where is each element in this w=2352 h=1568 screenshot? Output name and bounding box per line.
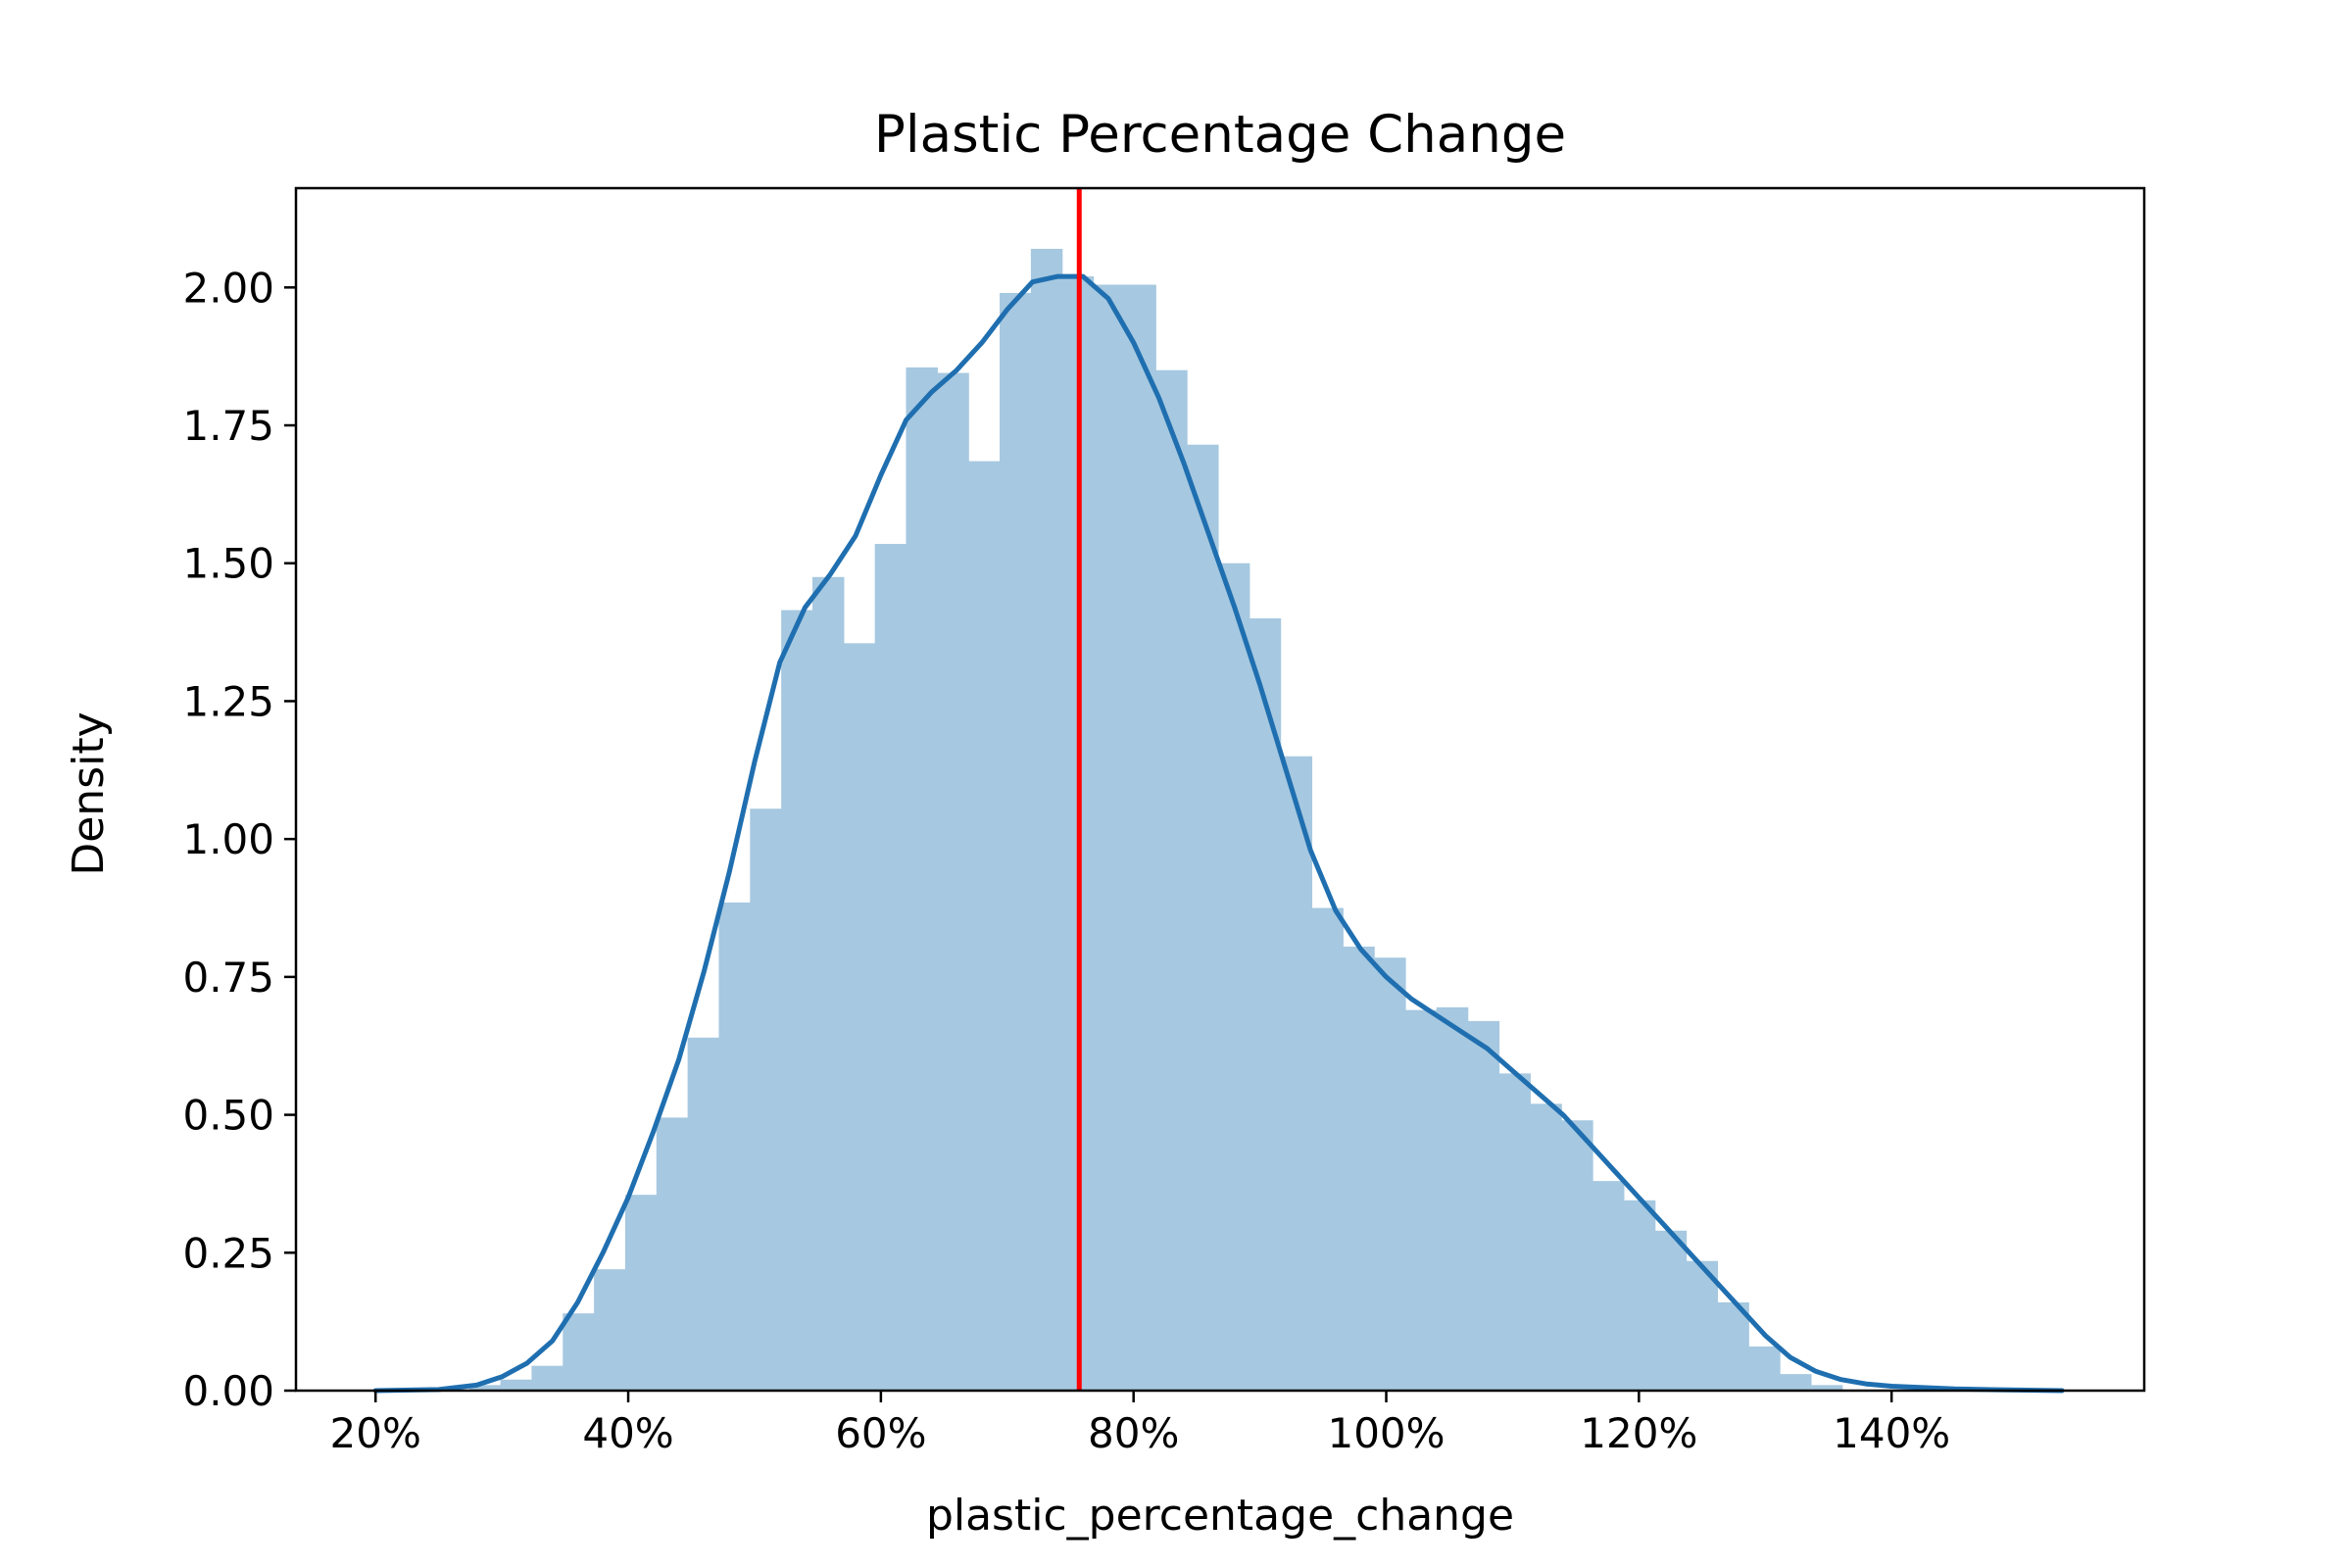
x-axis: 20% 40% 60% 80% 100% 120% 140%: [330, 1391, 1950, 1457]
x-tick-label: 40%: [582, 1409, 673, 1457]
histogram-bar: [968, 461, 1001, 1391]
histogram-bar: [1654, 1230, 1688, 1391]
y-axis-title: Density: [64, 711, 114, 875]
histogram-bar: [1436, 1006, 1469, 1391]
histogram-bar: [937, 372, 969, 1392]
histogram-bar: [811, 576, 845, 1391]
histogram-bar: [1404, 1009, 1438, 1391]
y-tick-label: 0.50: [182, 1092, 274, 1140]
x-tick-label: 80%: [1088, 1409, 1179, 1457]
histogram-bar: [1467, 1020, 1500, 1391]
histogram-bar: [906, 367, 938, 1391]
histogram-bar: [1561, 1120, 1593, 1391]
histogram-bar: [781, 610, 813, 1391]
histogram-bar: [1155, 369, 1188, 1391]
y-tick-label: 0.25: [182, 1229, 274, 1277]
histogram-bar: [1623, 1200, 1656, 1391]
y-tick-label: 2.00: [182, 264, 274, 312]
x-tick-label: 140%: [1833, 1409, 1950, 1457]
x-axis-title: plastic_percentage_change: [926, 1491, 1514, 1541]
y-tick-label: 0.75: [182, 954, 274, 1002]
y-tick-label: 1.00: [182, 815, 274, 863]
histogram-bar: [1030, 248, 1063, 1391]
histogram-bar: [718, 902, 751, 1391]
histogram-bar: [1780, 1374, 1812, 1391]
kde-layer: [372, 273, 2065, 1394]
x-tick-label: 120%: [1580, 1409, 1697, 1457]
histogram-bar: [1249, 618, 1282, 1391]
y-tick-label: 1.50: [182, 540, 274, 588]
plot-area-frame: [294, 186, 2146, 1393]
y-tick-label: 1.25: [182, 677, 274, 725]
histogram-bar: [874, 544, 907, 1391]
histogram-bar: [843, 643, 876, 1391]
histogram-bar: [1093, 284, 1126, 1392]
histogram-bar: [468, 1385, 502, 1391]
histogram-bar: [1592, 1181, 1625, 1391]
x-tick-label: 60%: [835, 1409, 926, 1457]
histogram-bar: [1000, 292, 1032, 1391]
histogram-bar: [1717, 1301, 1749, 1391]
histogram-bar: [1748, 1346, 1781, 1391]
histogram-bars: [468, 248, 1843, 1392]
y-tick-label: 0.00: [182, 1367, 274, 1415]
histogram-bar: [1124, 284, 1156, 1392]
histogram-bar: [1311, 907, 1344, 1391]
kde-line: [372, 273, 2065, 1394]
histogram-bar: [1343, 946, 1375, 1391]
histogram-bar: [1530, 1103, 1562, 1391]
histogram-bar: [656, 1117, 689, 1391]
histogram-bar: [624, 1195, 658, 1391]
chart-title: Plastic Percentage Change: [874, 105, 1566, 165]
y-axis: 0.00 0.25 0.50 0.75 1.00 1.25 1.50 1.75 2.00: [182, 264, 296, 1415]
histogram-bar: [500, 1379, 533, 1391]
histogram-bar: [594, 1269, 626, 1391]
x-tick-label: 100%: [1327, 1409, 1445, 1457]
x-tick-label: 20%: [330, 1409, 421, 1457]
histogram-bar: [1810, 1385, 1843, 1391]
histogram-bar: [531, 1365, 564, 1391]
histogram-bar: [750, 808, 782, 1391]
y-tick-label: 1.75: [182, 402, 274, 450]
histogram-bar: [1498, 1073, 1531, 1391]
histogram-bar: [1280, 756, 1313, 1391]
histogram-bar: [687, 1037, 720, 1391]
histogram-bar: [1374, 957, 1406, 1391]
histogram-bar: [1686, 1260, 1719, 1391]
histogram-bar: [563, 1313, 595, 1391]
histogram-bar: [1187, 444, 1219, 1391]
histogram-bar: [1217, 563, 1250, 1391]
